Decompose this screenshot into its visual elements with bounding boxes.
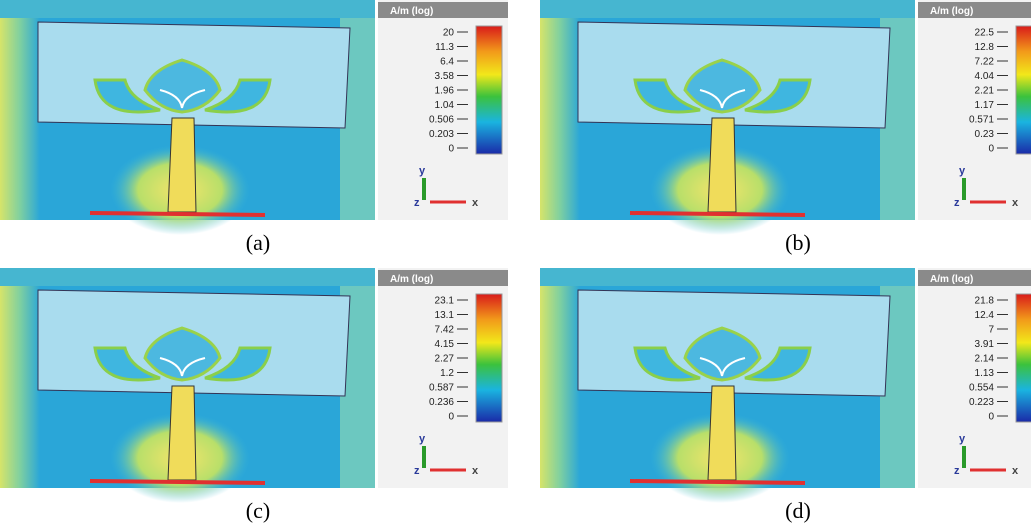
top-strip (540, 268, 915, 286)
z-axis-label: z (954, 197, 960, 209)
z-axis-label: z (414, 465, 420, 477)
colorbar-tick-label: 1.17 (975, 100, 995, 111)
figure: A/m (log) 20 11.3 6.4 3.58 1.96 1.04 0.506 0.203… (0, 0, 1031, 531)
field-plot (540, 268, 915, 503)
colorbar-tick-label: 2.14 (975, 354, 995, 365)
stem (168, 386, 196, 480)
panel-caption: (a) (246, 230, 270, 255)
colorbar-tick-label: 0 (448, 144, 454, 155)
colorbar-tick-label: 1.13 (975, 368, 995, 379)
ground-line (630, 213, 805, 215)
colorbar-tick-label: 0.587 (429, 383, 454, 394)
colorbar: A/m (log)21.8 12.4 7 3.91 2.14 1.13 0.554 0.223… (918, 268, 1031, 488)
colorbar-title: A/m (log) (930, 274, 973, 285)
ground-line (90, 481, 265, 483)
y-axis-label: y (419, 433, 426, 445)
colorbar-tick-label: 21.8 (975, 296, 995, 307)
colorbar-tick-label: 1.04 (435, 100, 455, 111)
stem (708, 386, 736, 480)
colorbar-tick-label: 11.3 (435, 42, 454, 53)
panel-caption: (d) (785, 498, 811, 523)
colorbar-tick-label: 12.8 (975, 42, 995, 53)
colorbar-title: A/m (log) (390, 274, 433, 285)
colorbar-tick-label: 0 (448, 412, 454, 423)
panel: A/m (log)22.5 12.8 7.22 4.04 2.21 1.17 0.571 0.… (540, 0, 1031, 255)
colorbar-tick-label: 3.58 (435, 71, 455, 82)
colorbar-tick-label: 0 (988, 144, 994, 155)
x-axis-label: x (472, 197, 479, 209)
colorbar-tick-label: 1.96 (435, 86, 455, 97)
panel: A/m (log)21.8 12.4 7 3.91 2.14 1.13 0.554 0.223… (540, 268, 1031, 523)
y-axis-label: y (959, 433, 966, 445)
left-edge (540, 0, 580, 220)
colorbar-tick-label: 6.4 (440, 57, 454, 68)
colorbar-tick-label: 3.91 (975, 339, 995, 350)
colorbar-tick-label: 20 (443, 28, 455, 39)
colorbar-title: A/m (log) (390, 6, 433, 17)
field-plot (540, 0, 915, 235)
colorbar-title: A/m (log) (930, 6, 973, 17)
z-axis-label: z (954, 465, 960, 477)
colorbar-scale (1016, 26, 1031, 154)
z-axis-label: z (414, 197, 420, 209)
colorbar-tick-label: 0.554 (969, 383, 994, 394)
panel: A/m (log) 20 11.3 6.4 3.58 1.96 1.04 0.506 0.203… (0, 0, 508, 255)
colorbar-scale (476, 294, 502, 422)
colorbar-tick-label: 2.27 (435, 354, 455, 365)
panel-caption: (c) (246, 498, 270, 523)
colorbar: A/m (log)22.5 12.8 7.22 4.04 2.21 1.17 0.571 0.… (918, 0, 1031, 220)
colorbar-tick-label: 7.42 (435, 325, 455, 336)
colorbar-tick-label: 12.4 (975, 310, 995, 321)
x-axis-label: x (472, 465, 479, 477)
x-axis-label: x (1012, 197, 1019, 209)
colorbar-tick-label: 0.236 (429, 397, 454, 408)
colorbar-tick-label: 7 (988, 325, 994, 336)
panel: A/m (log)23.1 13.1 7.42 4.15 2.27 1.2 0.587 0.2… (0, 268, 508, 523)
top-strip (0, 0, 375, 18)
left-edge (0, 268, 40, 488)
colorbar-tick-label: 0.506 (429, 115, 454, 126)
colorbar-tick-label: 13.1 (435, 310, 455, 321)
stem (168, 118, 196, 212)
colorbar-tick-label: 0 (988, 412, 994, 423)
colorbar: A/m (log)23.1 13.1 7.42 4.15 2.27 1.2 0.587 0.2… (378, 268, 508, 488)
colorbar-tick-label: 0.571 (969, 115, 994, 126)
stem (708, 118, 736, 212)
colorbar-tick-label: 22.5 (975, 28, 995, 39)
panel-caption: (b) (785, 230, 811, 255)
colorbar-tick-label: 4.15 (435, 339, 455, 350)
y-axis-label: y (419, 165, 426, 177)
colorbar-tick-label: 23.1 (435, 296, 455, 307)
page: A/m (log) 20 11.3 6.4 3.58 1.96 1.04 0.506 0.203… (0, 0, 1031, 531)
colorbar: A/m (log) 20 11.3 6.4 3.58 1.96 1.04 0.506 0.203… (378, 0, 508, 220)
colorbar-scale (1016, 294, 1031, 422)
ground-line (90, 213, 265, 215)
left-edge (540, 268, 580, 488)
x-axis-label: x (1012, 465, 1019, 477)
colorbar-tick-label: 7.22 (975, 57, 995, 68)
left-edge (0, 0, 40, 220)
y-axis-label: y (959, 165, 966, 177)
colorbar-tick-label: 0.203 (429, 129, 454, 140)
colorbar-tick-label: 1.2 (440, 368, 454, 379)
colorbar-tick-label: 0.223 (969, 397, 994, 408)
ground-line (630, 481, 805, 483)
colorbar-tick-label: 4.04 (975, 71, 995, 82)
top-strip (540, 0, 915, 18)
field-plot (0, 0, 375, 235)
colorbar-tick-label: 0.23 (975, 129, 995, 140)
colorbar-scale (476, 26, 502, 154)
top-strip (0, 268, 375, 286)
colorbar-tick-label: 2.21 (975, 86, 995, 97)
field-plot (0, 268, 375, 503)
